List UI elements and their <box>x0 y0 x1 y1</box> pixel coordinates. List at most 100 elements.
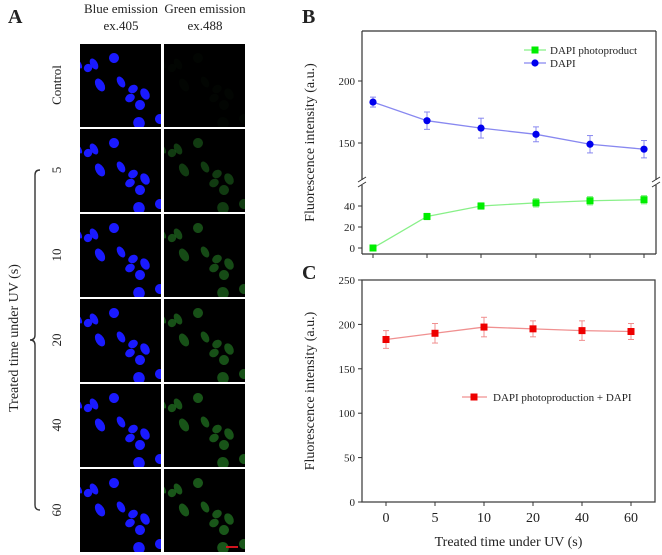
micrograph-blue <box>80 44 161 127</box>
column-header-blue-excitation: ex.405 <box>103 18 139 33</box>
nucleus <box>173 228 183 240</box>
nucleus <box>155 539 161 549</box>
nucleus <box>94 418 106 432</box>
nucleus <box>133 117 145 127</box>
nucleus <box>155 199 161 209</box>
column-header-green-title: Green emission <box>164 1 246 16</box>
y-tick-label: 150 <box>339 138 356 150</box>
nucleus <box>167 318 177 328</box>
y-tick-label: 0 <box>350 243 356 255</box>
nucleus <box>155 454 161 464</box>
nucleus <box>212 424 222 434</box>
nucleus <box>116 416 126 428</box>
nucleus <box>135 185 145 195</box>
nucleus <box>109 138 119 148</box>
data-point <box>532 199 540 207</box>
data-point <box>529 325 537 333</box>
legend-label: DAPI photoproduct <box>550 45 637 57</box>
nucleus <box>217 372 229 382</box>
panel-c-letter: C <box>302 262 317 284</box>
nucleus <box>212 169 222 179</box>
nucleus <box>164 229 167 239</box>
nucleus <box>109 308 119 318</box>
nucleus <box>140 258 150 270</box>
nucleus <box>209 348 219 358</box>
nucleus <box>125 93 135 103</box>
nucleus <box>94 503 106 517</box>
y-tick-label: 150 <box>339 364 356 376</box>
nucleus <box>178 418 190 432</box>
nucleus <box>109 53 119 63</box>
nucleus <box>239 114 245 124</box>
nucleus <box>83 488 93 498</box>
row-label: Control <box>49 65 64 105</box>
nucleus <box>193 53 203 63</box>
data-point <box>423 213 431 220</box>
nucleus <box>89 228 99 240</box>
data-point <box>480 323 488 331</box>
nucleus <box>193 478 203 488</box>
nucleus <box>224 343 234 355</box>
nucleus <box>128 424 138 434</box>
nucleus <box>200 76 210 88</box>
nucleus <box>125 433 135 443</box>
nucleus <box>209 518 219 528</box>
nucleus <box>140 88 150 100</box>
nucleus <box>116 161 126 173</box>
nucleus <box>167 63 177 73</box>
x-tick-label: 20 <box>526 511 540 526</box>
nucleus <box>178 248 190 262</box>
x-tick-label: 40 <box>575 511 589 526</box>
nucleus <box>219 270 229 280</box>
nucleus <box>224 428 234 440</box>
data-point <box>423 117 431 125</box>
nucleus <box>83 63 93 73</box>
y-axis-label: Fluorescence intensity (a.u.) <box>303 63 318 222</box>
nucleus <box>80 59 83 69</box>
nucleus <box>94 248 106 262</box>
row-label: 10 <box>49 248 64 262</box>
nucleus <box>140 173 150 185</box>
column-header-blue: Blue emission ex.405 <box>76 0 166 34</box>
micrograph-green <box>164 469 245 552</box>
micrograph-blue <box>80 469 161 552</box>
axis-break-mark <box>651 176 661 183</box>
nucleus <box>219 525 229 535</box>
nucleus <box>167 148 177 158</box>
nucleus <box>173 483 183 495</box>
nucleus <box>128 84 138 94</box>
nucleus <box>200 331 210 343</box>
data-point <box>586 197 594 205</box>
nucleus <box>133 372 145 382</box>
nucleus <box>209 93 219 103</box>
nucleus <box>128 254 138 264</box>
nucleus <box>109 393 119 403</box>
y-tick-label: 0 <box>350 497 356 509</box>
nucleus <box>116 501 126 513</box>
nucleus <box>239 369 245 379</box>
micrograph-green <box>164 214 245 297</box>
nucleus <box>116 76 126 88</box>
nucleus <box>89 398 99 410</box>
nucleus <box>239 454 245 464</box>
nucleus <box>212 509 222 519</box>
data-point <box>477 202 485 210</box>
nucleus <box>239 199 245 209</box>
nucleus <box>224 173 234 185</box>
nucleus <box>109 478 119 488</box>
axis-break-mark <box>651 181 661 188</box>
nucleus <box>217 457 229 467</box>
nucleus <box>224 88 234 100</box>
nucleus <box>135 355 145 365</box>
nucleus <box>135 270 145 280</box>
nucleus <box>217 117 229 127</box>
nucleus <box>173 143 183 155</box>
nucleus <box>164 314 167 324</box>
nucleus <box>212 339 222 349</box>
nucleus <box>200 501 210 513</box>
plot-frame <box>361 279 656 503</box>
micrograph-blue <box>80 299 161 382</box>
nucleus <box>125 263 135 273</box>
x-tick-label: 10 <box>477 511 491 526</box>
nucleus <box>217 542 229 552</box>
